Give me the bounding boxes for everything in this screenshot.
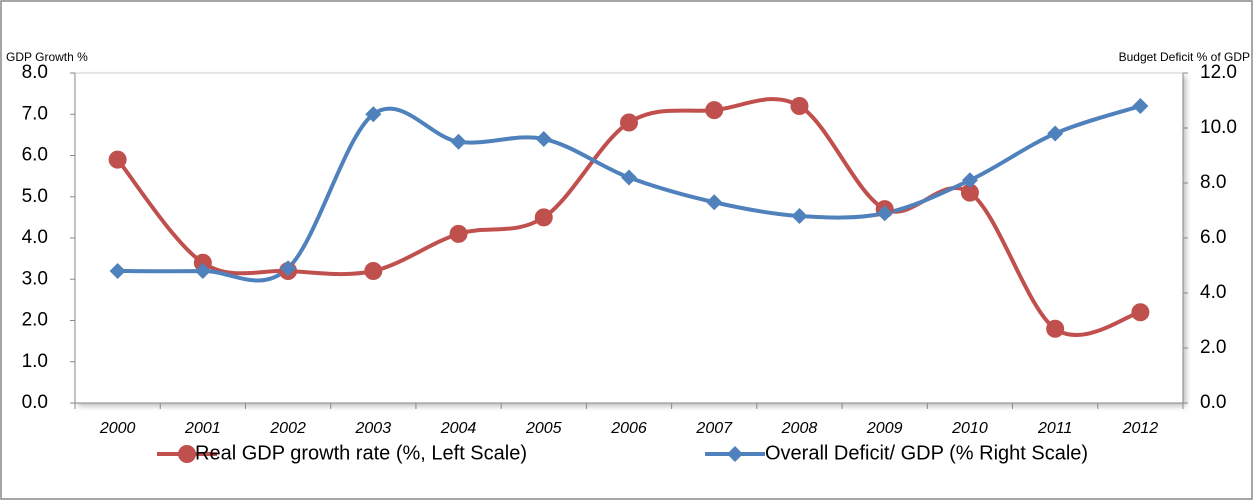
y2-tick-label: 2.0 xyxy=(1200,337,1226,358)
y-tick-label: 3.0 xyxy=(22,268,48,289)
legend-label: Real GDP growth rate (%, Left Scale) xyxy=(195,442,527,464)
x-tick-label: 2001 xyxy=(184,420,221,437)
y2-axis-title: Budget Deficit % of GDP xyxy=(1119,50,1250,64)
marker xyxy=(364,262,383,280)
marker xyxy=(534,208,553,227)
marker xyxy=(193,253,212,272)
y2-tick-label: 0.0 xyxy=(1200,392,1226,413)
y-axis-title: GDP Growth % xyxy=(6,50,88,64)
marker xyxy=(109,263,126,279)
y-tick-label: 8.0 xyxy=(22,62,48,83)
x-tick-label: 2003 xyxy=(355,420,392,437)
y-tick-label: 1.0 xyxy=(22,351,48,372)
marker xyxy=(1132,98,1149,114)
marker xyxy=(280,260,297,277)
x-tick-label: 2011 xyxy=(1037,420,1072,437)
marker xyxy=(1046,319,1065,338)
x-tick-label: 2012 xyxy=(1122,420,1159,437)
y-tick-label: 2.0 xyxy=(22,310,48,331)
marker xyxy=(535,131,552,147)
x-tick-label: 2004 xyxy=(440,420,477,437)
marker xyxy=(449,224,468,243)
marker xyxy=(961,172,978,189)
marker xyxy=(960,183,979,202)
y2-tick-label: 4.0 xyxy=(1200,282,1226,303)
x-tick-label: 2006 xyxy=(610,420,647,437)
y-tick-label: 7.0 xyxy=(22,103,48,124)
marker xyxy=(194,263,211,279)
y-tick-label: 0.0 xyxy=(22,392,48,413)
x-tick-label: 2010 xyxy=(951,420,988,437)
marker xyxy=(790,97,809,115)
x-tick-label: 2005 xyxy=(525,420,562,437)
marker xyxy=(791,208,808,224)
marker xyxy=(620,113,638,132)
x-tick-label: 2007 xyxy=(695,420,733,437)
y-tick-label: 5.0 xyxy=(22,186,48,207)
marker xyxy=(450,133,467,150)
marker xyxy=(706,194,723,211)
marker xyxy=(365,106,382,123)
y2-tick-label: 10.0 xyxy=(1200,117,1237,138)
marker xyxy=(621,169,637,186)
x-tick-label: 2009 xyxy=(866,420,903,437)
x-tick-label: 2002 xyxy=(269,420,306,437)
y2-tick-label: 12.0 xyxy=(1200,62,1237,83)
y-tick-label: 6.0 xyxy=(22,145,48,166)
marker xyxy=(876,205,893,222)
legend-marker xyxy=(178,445,196,463)
y2-tick-label: 6.0 xyxy=(1200,227,1226,248)
legend-marker xyxy=(727,446,743,462)
marker xyxy=(1131,303,1150,322)
y2-tick-label: 8.0 xyxy=(1200,172,1226,193)
legend-label: Overall Deficit/ GDP (% Right Scale) xyxy=(765,442,1088,464)
y-tick-label: 4.0 xyxy=(22,227,48,248)
marker xyxy=(705,101,724,120)
marker xyxy=(1047,125,1064,142)
marker xyxy=(108,150,127,169)
x-tick-label: 2000 xyxy=(99,420,136,437)
x-tick-label: 2008 xyxy=(781,420,818,437)
